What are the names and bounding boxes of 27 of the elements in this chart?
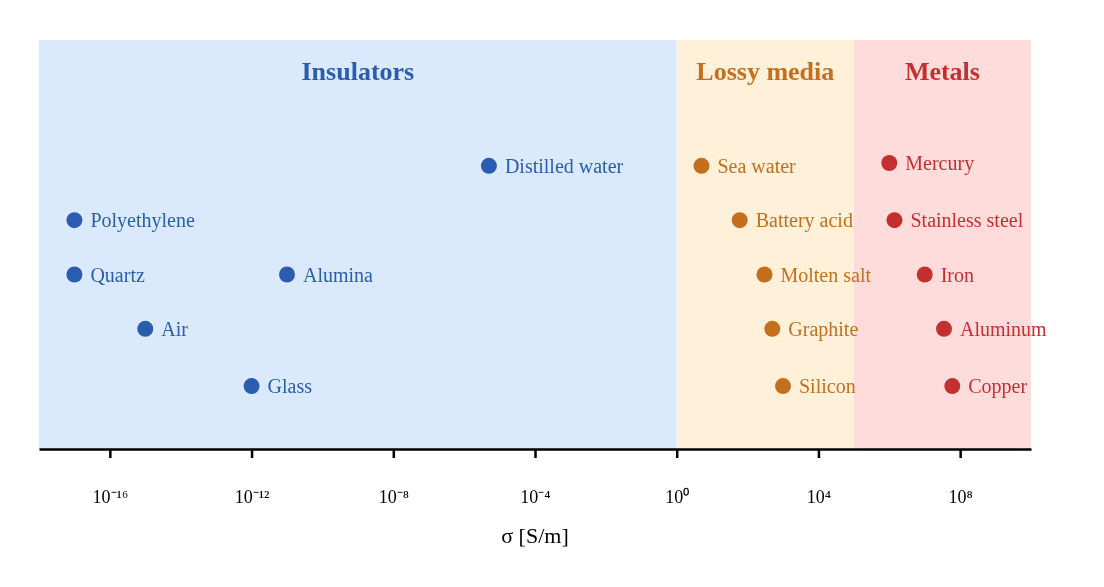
- x-tick-label: 10⁴: [806, 486, 832, 507]
- annotation: Distilled water: [504, 154, 624, 177]
- annotation: Copper: [968, 375, 1028, 399]
- x-tick-label: 10⁸: [948, 486, 973, 507]
- annotation: Mercury: [905, 151, 975, 175]
- band-label: Metals: [904, 57, 980, 86]
- annotation: Silicon: [799, 375, 856, 398]
- x-tick-label: 10⁻¹⁶: [92, 486, 129, 507]
- annotation: Aluminum: [959, 317, 1048, 340]
- annotation: Molten salt: [780, 263, 872, 286]
- x-axis-title: σ [S/m]: [501, 523, 569, 548]
- annotation: Sea water: [717, 154, 797, 177]
- annotation: Glass: [267, 375, 313, 398]
- x-tick-label: 10⁻⁴: [520, 486, 551, 507]
- annotation: Iron: [940, 263, 975, 286]
- annotation: Battery acid: [755, 209, 853, 233]
- annotation: Quartz: [90, 263, 145, 286]
- band-label: Lossy media: [696, 57, 835, 86]
- x-tick-label: 10⁰: [665, 486, 690, 507]
- annotation: Graphite: [788, 317, 859, 341]
- annotation: Alumina: [303, 263, 374, 286]
- band-label: Insulators: [301, 57, 415, 86]
- annotation: Polyethylene: [90, 209, 195, 233]
- annotation: Air: [161, 317, 189, 340]
- x-tick-label: 10⁻¹²: [234, 486, 270, 507]
- annotation: Stainless steel: [910, 209, 1024, 232]
- x-tick-label: 10⁻⁸: [378, 486, 409, 507]
